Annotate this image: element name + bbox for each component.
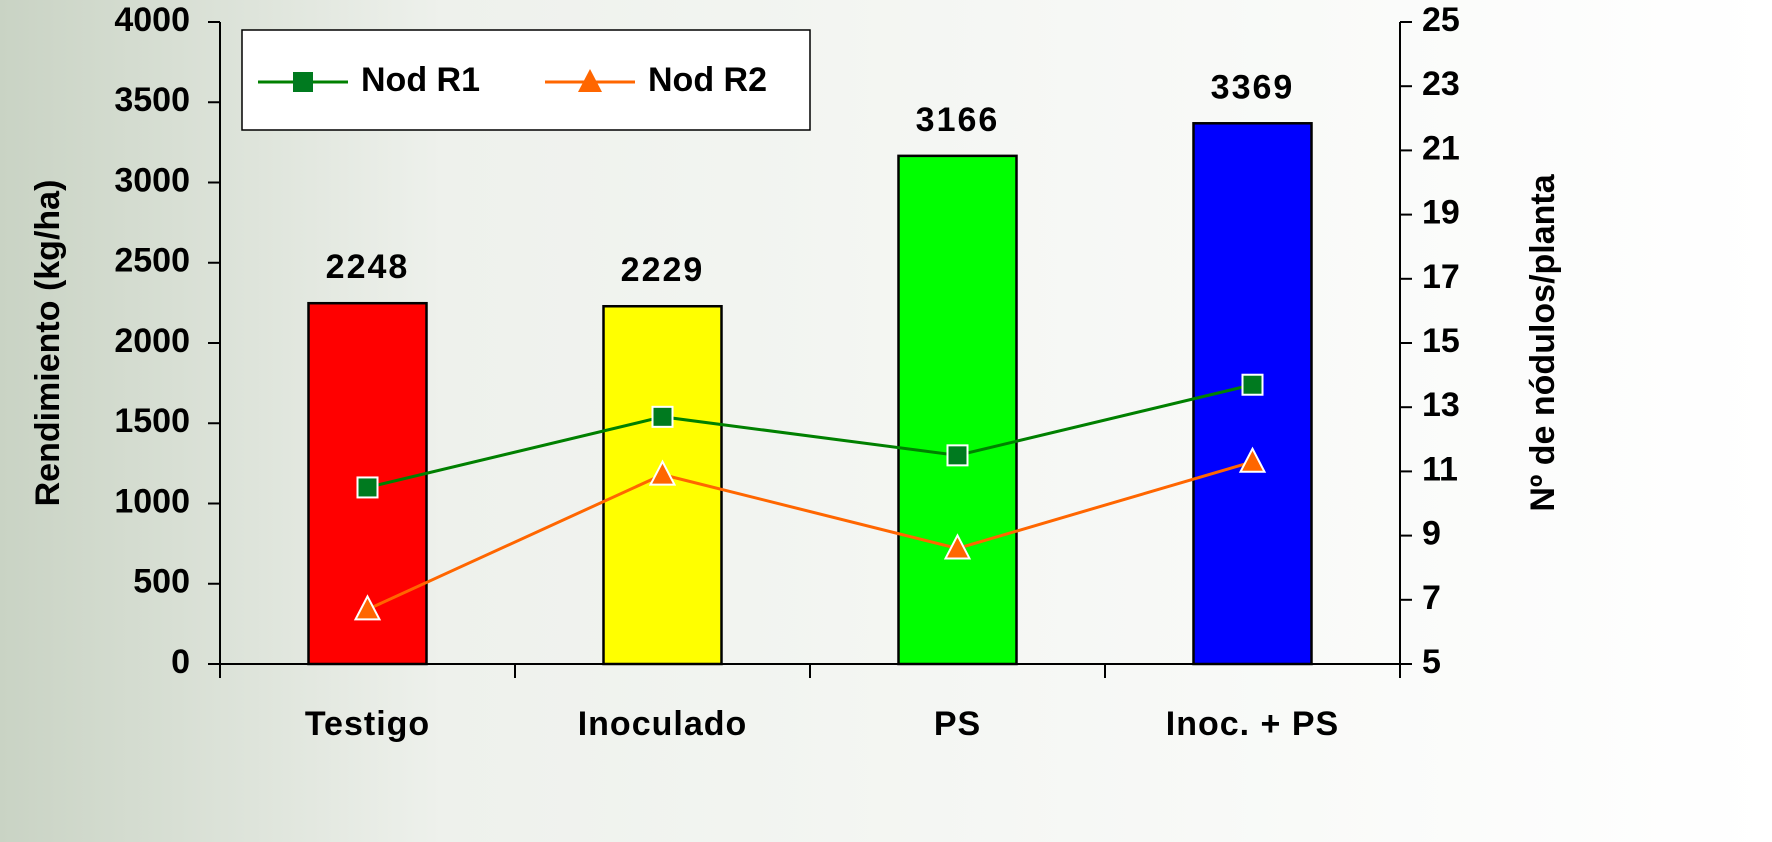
y2-tick-label: 11 bbox=[1422, 450, 1458, 488]
x-tick-label: PS bbox=[934, 705, 981, 743]
marker bbox=[353, 594, 382, 621]
y2-tick-label: 23 bbox=[1422, 65, 1460, 103]
marker bbox=[356, 476, 379, 499]
x-tick-label: Inoculado bbox=[578, 705, 748, 743]
y-tick-label: 1500 bbox=[114, 402, 190, 440]
x-tick-label: Testigo bbox=[305, 705, 430, 743]
legend-label: Nod R1 bbox=[361, 61, 480, 99]
y-tick-label: 2500 bbox=[114, 242, 190, 280]
y-tick-label: 4000 bbox=[114, 1, 190, 39]
data-label: 2248 bbox=[326, 248, 410, 286]
marker bbox=[943, 533, 972, 560]
y2-tick-label: 5 bbox=[1422, 643, 1441, 681]
legend bbox=[241, 29, 811, 131]
y2-tick-label: 25 bbox=[1422, 1, 1460, 39]
y2-tick-label: 7 bbox=[1422, 579, 1441, 617]
marker bbox=[651, 405, 674, 428]
y2-tick-label: 21 bbox=[1422, 129, 1460, 167]
marker bbox=[1238, 446, 1267, 473]
x-tick-label: Inoc. + PS bbox=[1166, 705, 1339, 743]
y2-tick-label: 15 bbox=[1422, 322, 1460, 360]
marker bbox=[1241, 373, 1264, 396]
y2-axis-label: Nº de nódulos/planta bbox=[1524, 173, 1562, 511]
y-tick-label: 3500 bbox=[114, 81, 190, 119]
legend-label: Nod R2 bbox=[648, 61, 767, 99]
y-tick-label: 500 bbox=[133, 563, 190, 601]
bar bbox=[897, 154, 1018, 666]
y-axis-label: Rendimiento (kg/ha) bbox=[29, 180, 67, 507]
data-label: 2229 bbox=[621, 251, 705, 289]
data-label: 3369 bbox=[1211, 68, 1295, 106]
y2-tick-label: 9 bbox=[1422, 515, 1441, 553]
legend-marker bbox=[578, 69, 602, 92]
y2-tick-label: 17 bbox=[1422, 258, 1460, 296]
y2-tick-label: 13 bbox=[1422, 386, 1460, 424]
line bbox=[366, 460, 1253, 611]
marker bbox=[946, 444, 969, 467]
y-tick-label: 1000 bbox=[114, 482, 190, 520]
line bbox=[367, 383, 1253, 489]
legend-marker bbox=[293, 72, 313, 92]
y-tick-label: 2000 bbox=[114, 322, 190, 360]
y2-tick-label: 19 bbox=[1422, 194, 1460, 232]
data-label: 3166 bbox=[916, 101, 1000, 139]
y-tick-label: 3000 bbox=[114, 161, 190, 199]
marker bbox=[648, 459, 677, 486]
y-tick-label: 0 bbox=[171, 643, 190, 681]
